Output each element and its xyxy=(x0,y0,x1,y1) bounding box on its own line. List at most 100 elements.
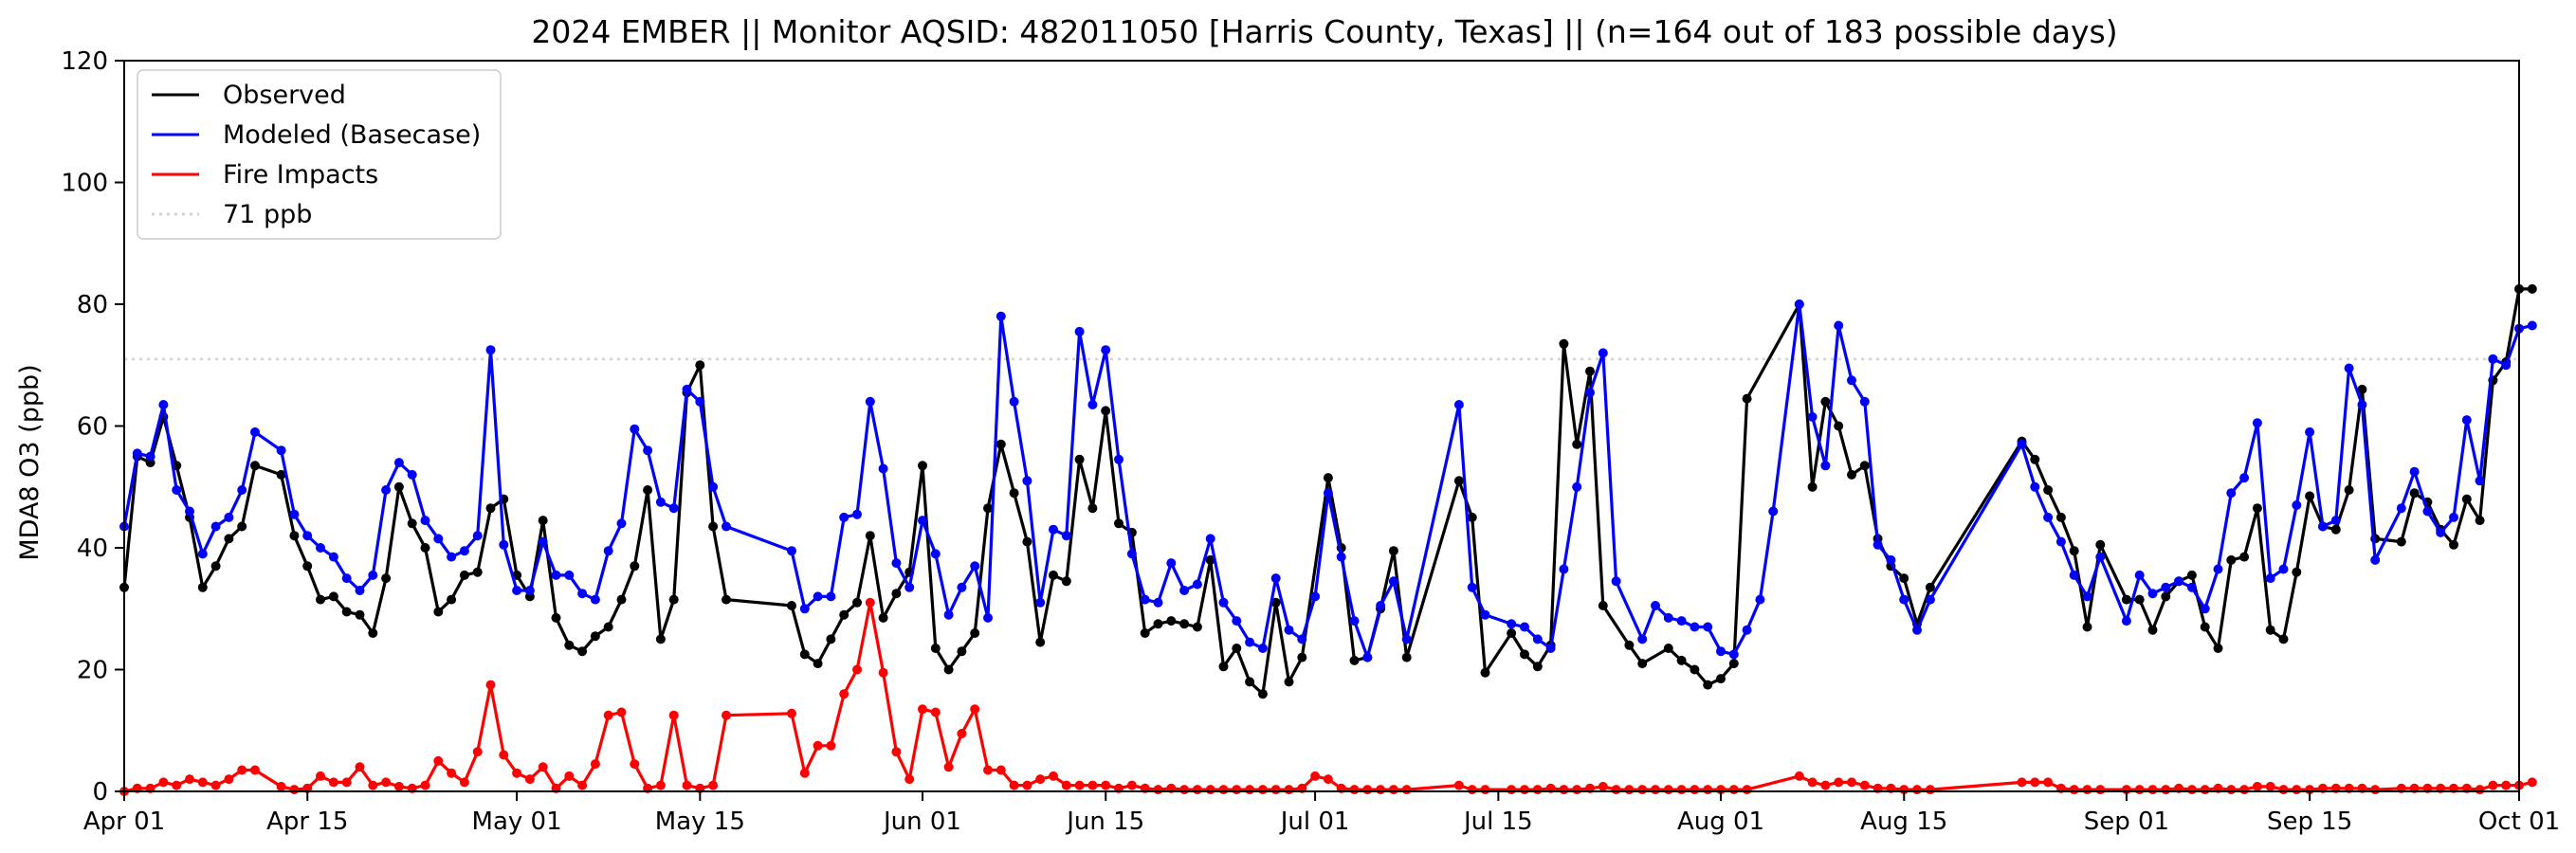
data-point-modeled-basecase xyxy=(1716,646,1726,657)
x-axis: Apr 01 Apr 15 May 01 May 15 Jun 01 Jun 15 Jul … xyxy=(83,791,2560,836)
data-point-observed xyxy=(1676,655,1687,665)
data-point-modeled-basecase xyxy=(930,549,941,559)
data-point-modeled-basecase xyxy=(2422,506,2433,517)
y-tick-label: 60 xyxy=(77,413,108,442)
data-point-modeled-basecase xyxy=(1453,400,1464,409)
data-point-fire-impacts xyxy=(1794,771,1804,781)
data-point-modeled-basecase xyxy=(407,469,417,480)
data-point-fire-impacts xyxy=(682,780,692,790)
chart-title: 2024 EMBER || Monitor AQSID: 482011050 [… xyxy=(531,13,2117,50)
data-point-fire-impacts xyxy=(1192,785,1202,795)
data-point-observed xyxy=(2409,488,2420,499)
data-point-observed xyxy=(393,481,404,492)
data-point-modeled-basecase xyxy=(433,534,444,544)
data-point-observed xyxy=(878,612,888,623)
data-point-modeled-basecase xyxy=(878,463,888,474)
data-point-observed xyxy=(276,469,286,480)
data-point-fire-impacts xyxy=(433,755,444,766)
data-point-observed xyxy=(1009,488,1019,499)
data-point-fire-impacts xyxy=(250,765,260,775)
data-point-modeled-basecase xyxy=(2134,570,2145,580)
data-point-fire-impacts xyxy=(1349,785,1360,795)
data-point-fire-impacts xyxy=(616,707,627,717)
x-tick-label: Oct 01 xyxy=(2478,808,2560,836)
data-point-fire-impacts xyxy=(2501,780,2512,790)
data-point-modeled-basecase xyxy=(2461,415,2472,426)
data-point-observed xyxy=(237,521,247,532)
data-point-modeled-basecase xyxy=(1218,597,1229,608)
data-point-fire-impacts xyxy=(381,777,392,788)
data-point-observed xyxy=(341,607,352,617)
data-point-fire-impacts xyxy=(1061,780,1071,790)
data-point-observed xyxy=(2161,591,2171,602)
data-point-modeled-basecase xyxy=(1585,388,1595,398)
data-point-observed xyxy=(538,516,548,526)
data-point-modeled-basecase xyxy=(1572,481,1582,492)
data-point-observed xyxy=(643,485,653,495)
data-point-modeled-basecase xyxy=(210,521,221,532)
data-point-observed xyxy=(368,628,378,638)
data-point-fire-impacts xyxy=(1637,785,1648,795)
data-point-modeled-basecase xyxy=(695,396,705,407)
data-point-observed xyxy=(1218,662,1229,672)
data-point-fire-impacts xyxy=(2095,785,2106,795)
data-point-fire-impacts xyxy=(1611,785,1621,795)
data-point-fire-impacts xyxy=(1218,785,1229,795)
data-point-observed xyxy=(459,570,469,580)
data-point-modeled-basecase xyxy=(2436,527,2446,537)
data-point-observed xyxy=(1453,476,1464,486)
data-point-observed xyxy=(1585,366,1595,376)
data-point-modeled-basecase xyxy=(459,546,469,556)
data-point-fire-impacts xyxy=(2069,785,2079,795)
data-point-modeled-basecase xyxy=(1925,594,1935,605)
data-point-observed xyxy=(2330,524,2341,535)
data-point-observed xyxy=(407,518,417,529)
data-point-fire-impacts xyxy=(1126,780,1137,790)
data-point-observed xyxy=(865,531,875,541)
data-point-observed xyxy=(1349,655,1360,665)
data-point-modeled-basecase xyxy=(655,497,666,507)
data-point-modeled-basecase xyxy=(1651,601,1660,610)
data-point-observed xyxy=(1179,619,1190,629)
data-point-observed xyxy=(983,503,993,514)
data-point-observed xyxy=(1728,659,1739,669)
data-point-observed xyxy=(2449,539,2458,550)
data-point-fire-impacts xyxy=(722,710,731,720)
data-point-modeled-basecase xyxy=(2278,564,2289,574)
data-point-fire-impacts xyxy=(316,771,325,781)
data-point-observed xyxy=(1598,601,1608,610)
data-point-observed xyxy=(1572,439,1582,449)
data-point-observed xyxy=(1297,652,1307,662)
data-point-modeled-basecase xyxy=(551,570,561,580)
data-point-modeled-basecase xyxy=(918,516,927,526)
data-point-observed xyxy=(708,521,719,532)
data-point-modeled-basecase xyxy=(2082,591,2092,602)
data-point-observed xyxy=(316,594,325,605)
data-point-modeled-basecase xyxy=(996,311,1006,321)
data-point-observed xyxy=(996,439,1006,449)
data-point-fire-impacts xyxy=(630,759,640,770)
data-point-fire-impacts xyxy=(224,774,234,785)
data-point-modeled-basecase xyxy=(668,503,679,514)
data-point-modeled-basecase xyxy=(2475,476,2485,486)
data-point-fire-impacts xyxy=(1703,785,1713,795)
data-point-fire-impacts xyxy=(1728,785,1739,795)
data-point-fire-impacts xyxy=(1834,777,1844,788)
data-point-modeled-basecase xyxy=(341,573,352,584)
data-point-fire-impacts xyxy=(172,780,182,790)
data-point-modeled-basecase xyxy=(381,485,392,495)
data-point-observed xyxy=(1257,689,1268,699)
legend-label-fire: Fire Impacts xyxy=(223,160,378,190)
data-point-modeled-basecase xyxy=(472,531,483,541)
data-point-modeled-basecase xyxy=(2330,516,2341,526)
data-point-modeled-basecase xyxy=(2396,503,2406,514)
data-point-modeled-basecase xyxy=(1388,576,1398,587)
data-point-fire-impacts xyxy=(970,704,980,715)
data-point-observed xyxy=(1624,640,1635,650)
data-point-modeled-basecase xyxy=(1310,591,1321,602)
data-point-fire-impacts xyxy=(813,740,823,751)
data-point-fire-impacts xyxy=(918,704,927,715)
data-point-modeled-basecase xyxy=(983,612,993,623)
x-tick-label: Aug 15 xyxy=(1860,808,1947,836)
